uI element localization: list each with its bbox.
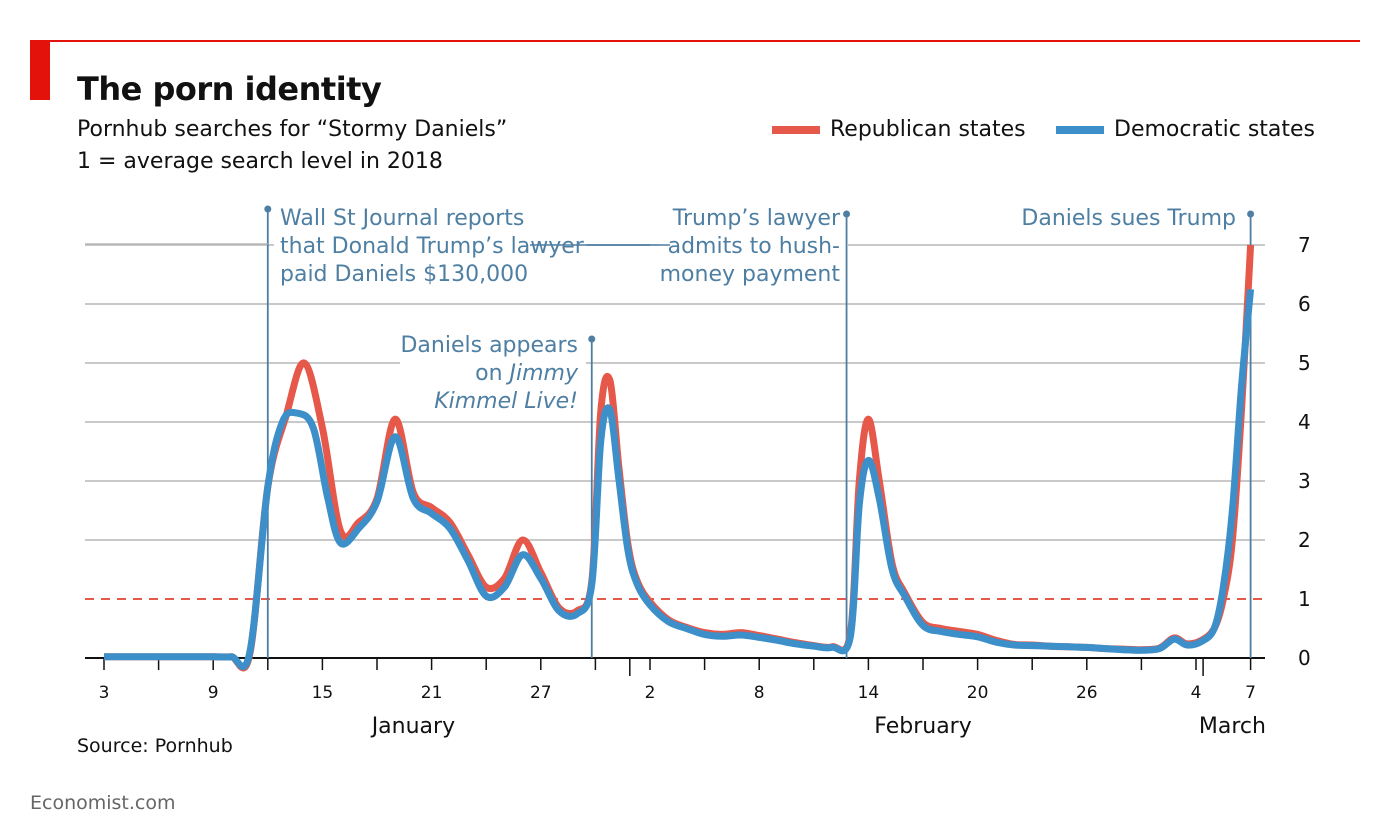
- x-tick-label: 27: [530, 683, 552, 703]
- annotation-marker-dot: [843, 211, 850, 218]
- y-tick-label: 2: [1298, 528, 1311, 552]
- annotation-text: admits to hush-: [668, 234, 840, 259]
- x-tick-label: 8: [754, 683, 765, 703]
- site-credit: Economist.com: [30, 792, 176, 814]
- y-tick-label: 5: [1298, 351, 1311, 375]
- y-tick-label: 7: [1298, 233, 1311, 257]
- x-tick-label: 9: [208, 683, 219, 703]
- source-note: Source: Pornhub: [77, 735, 233, 757]
- y-tick-label: 6: [1298, 292, 1311, 316]
- x-tick-label: 7: [1245, 683, 1256, 703]
- y-tick-label: 0: [1298, 646, 1311, 670]
- x-tick-label: 3: [99, 683, 110, 703]
- annotation-marker-dot: [1247, 211, 1254, 218]
- y-tick-label: 4: [1298, 410, 1311, 434]
- annotation-text: that Donald Trump’s lawyer: [280, 234, 585, 259]
- x-tick-label: 26: [1076, 683, 1098, 703]
- annotation-marker-dot: [264, 206, 271, 213]
- annotation-marker-dot: [588, 336, 595, 343]
- x-tick-label: 4: [1191, 683, 1202, 703]
- annotation-text: Daniels appears: [400, 333, 578, 358]
- annotation-text: Kimmel Live!: [434, 389, 578, 414]
- annotation-text: Trump’s lawyer: [672, 206, 841, 231]
- y-tick-label: 1: [1298, 587, 1311, 611]
- annotation-text: money payment: [660, 262, 841, 287]
- x-tick-label: 21: [421, 683, 443, 703]
- x-tick-label: 20: [967, 683, 989, 703]
- annotation-text: paid Daniels $130,000: [280, 262, 528, 287]
- month-label: March: [1199, 714, 1266, 739]
- y-tick-label: 3: [1298, 469, 1311, 493]
- series-line-democratic: [104, 289, 1251, 666]
- annotation-text: Daniels sues Trump: [1021, 206, 1236, 231]
- x-tick-label: 15: [312, 683, 334, 703]
- annotation-text: on Jimmy: [475, 361, 579, 386]
- annotation-text: Wall St Journal reports: [280, 206, 524, 231]
- x-tick-label: 14: [858, 683, 880, 703]
- month-label: February: [874, 714, 972, 739]
- month-label: January: [370, 714, 455, 739]
- x-tick-label: 2: [645, 683, 656, 703]
